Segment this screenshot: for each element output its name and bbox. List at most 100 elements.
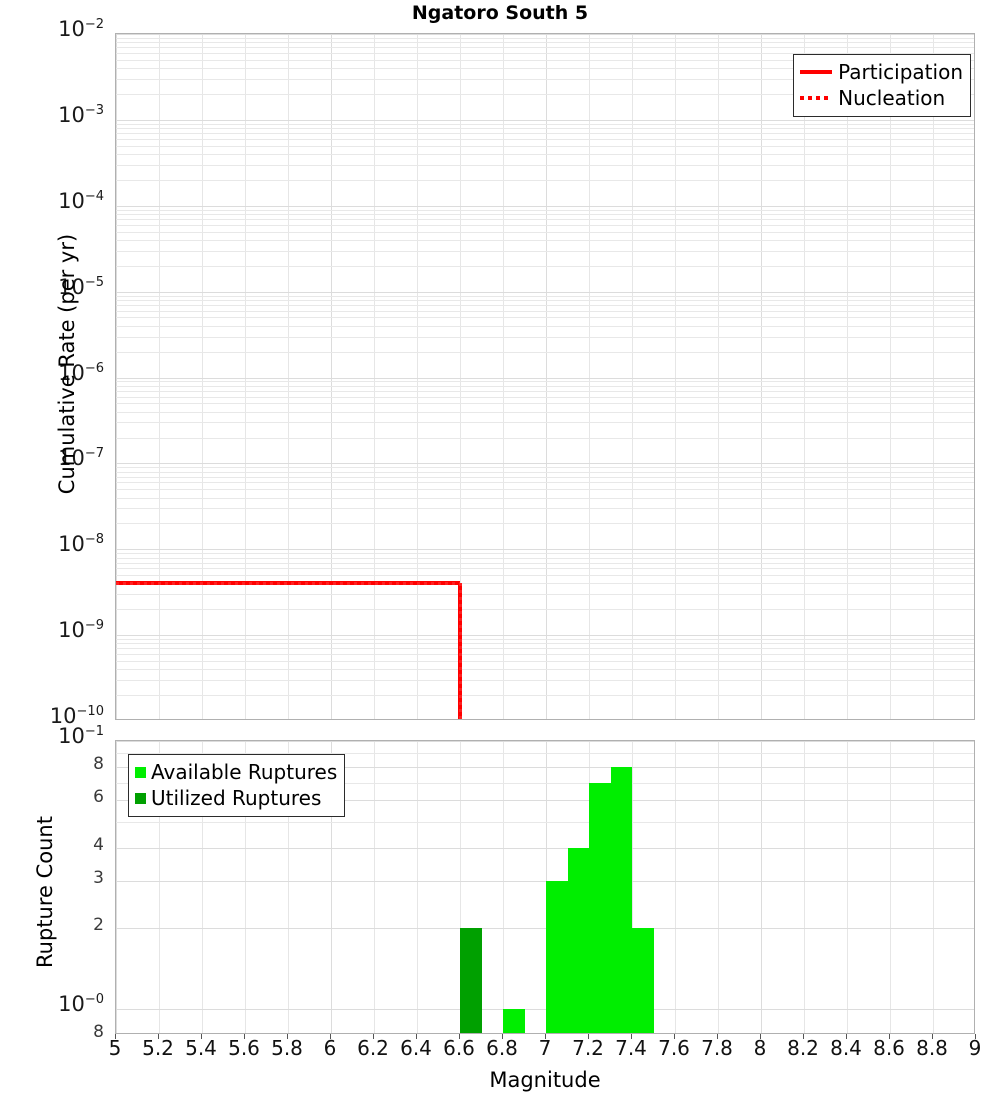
nucleation-line-swatch [800,96,833,100]
participation-line-swatch [800,70,833,74]
x-tick-mark [502,1034,503,1039]
gridline-vertical [632,34,633,719]
y-axis-ticks-top: 10−2 10−3 10−4 10−5 10−6 10−7 10−8 10−9 10−10 [0,0,110,740]
gridline-vertical [632,741,633,1033]
gridline-horizontal [116,467,974,469]
gridline-horizontal [116,660,974,662]
y-tick-label: 10−6 [58,360,104,385]
x-tick-label: 8.6 [873,1036,905,1060]
gridline-horizontal [116,68,974,70]
x-tick-mark [373,1034,374,1039]
gridline-horizontal [116,78,974,80]
x-tick-label: 8.2 [787,1036,819,1060]
legend-top: Participation Nucleation [793,54,971,117]
x-tick-mark [717,1034,718,1039]
gridline-horizontal [116,94,974,96]
gridline-horizontal [116,224,974,226]
x-tick-mark [416,1034,417,1039]
y-tick-label: 10−7 [58,446,104,471]
x-tick-mark [244,1034,245,1039]
legend-label-available-ruptures: Available Ruptures [151,760,338,784]
gridline-vertical [245,741,246,1033]
gridline-horizontal [116,138,974,140]
gridline-horizontal [116,336,974,338]
x-tick-mark [459,1034,460,1039]
gridline-vertical [933,34,934,719]
gridline-horizontal [116,583,974,585]
gridline-horizontal [116,497,974,499]
bar-available-6.8 [503,1009,525,1033]
gridline-horizontal [116,695,974,697]
x-tick-label: 8.8 [916,1036,948,1060]
x-tick-label: 8.4 [830,1036,862,1060]
gridline-vertical [417,741,418,1033]
x-tick-mark [545,1034,546,1039]
gridline-vertical [202,34,203,719]
cumulative-rate-plot: Participation Nucleation [115,33,975,720]
utilized-ruptures-swatch [135,792,146,804]
gridline-horizontal [116,411,974,413]
gridline-vertical [460,34,461,719]
series-segment-nucleation [116,581,460,585]
gridline-vertical [288,34,289,719]
gridline-horizontal [116,214,974,216]
rupture-count-plot: Available Ruptures Utilized Ruptures [115,740,975,1034]
gridline-horizontal [116,239,974,241]
x-tick-label: 9 [968,1036,982,1060]
x-tick-label: 6.4 [400,1036,432,1060]
gridline-horizontal [116,800,974,802]
gridline-horizontal [116,145,974,147]
gridline-horizontal [116,310,974,312]
legend-item-available-ruptures: Available Ruptures [135,759,337,785]
gridline-horizontal [116,209,974,211]
gridline-horizontal [116,351,974,353]
y-tick-label: 8 [93,1022,104,1042]
y-tick-label: 10−3 [58,102,104,127]
gridline-horizontal [116,37,974,39]
gridline-horizontal [116,133,974,135]
gridline-vertical [761,34,762,719]
gridline-horizontal [116,179,974,181]
legend-label-utilized-ruptures: Utilized Ruptures [151,786,322,810]
x-tick-label: 6.6 [443,1036,475,1060]
gridline-horizontal [116,265,974,267]
gridline-horizontal [116,123,974,125]
gridline-horizontal [116,753,974,755]
gridline-horizontal [116,523,974,525]
gridline-vertical [546,34,547,719]
gridline-horizontal [116,553,974,555]
x-tick-mark [932,1034,933,1039]
gridline-vertical [847,741,848,1033]
gridline-horizontal [116,508,974,510]
gridline-horizontal [116,928,974,930]
gridline-vertical [761,741,762,1033]
legend-item-utilized-ruptures: Utilized Ruptures [135,785,337,811]
x-tick-label: 5.4 [185,1036,217,1060]
gridline-vertical [116,34,117,719]
gridline-horizontal [116,119,974,121]
x-tick-label: 6.2 [357,1036,389,1060]
gridline-horizontal [116,594,974,596]
gridline-vertical [331,34,332,719]
x-tick-label: 5.8 [271,1036,303,1060]
legend-item-participation: Participation [800,59,963,85]
gridline-horizontal [116,766,974,768]
gridline-vertical [159,34,160,719]
x-tick-mark [760,1034,761,1039]
bar-available-7.1 [567,847,589,1033]
y-tick-label: 3 [93,868,104,889]
x-tick-mark [158,1034,159,1039]
gridline-horizontal [116,609,974,611]
bar-available-7.4 [632,928,654,1033]
y-tick-label: 6 [93,787,104,808]
gridline-vertical [675,741,676,1033]
gridline-horizontal [116,377,974,379]
legend-item-nucleation: Nucleation [800,85,963,111]
gridline-vertical [159,741,160,1033]
gridline-vertical [331,741,332,1033]
gridline-vertical [675,34,676,719]
gridline-horizontal [116,403,974,405]
gridline-horizontal [116,128,974,130]
y-tick-label: 10−9 [58,618,104,643]
